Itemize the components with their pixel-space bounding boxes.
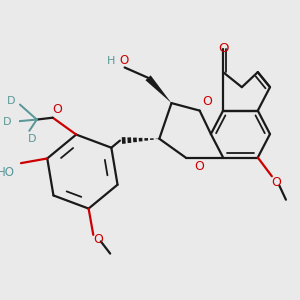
Text: D: D (7, 96, 16, 106)
Text: D: D (28, 134, 36, 144)
Text: O: O (52, 103, 62, 116)
Text: D: D (2, 117, 11, 128)
Text: O: O (272, 176, 281, 189)
Polygon shape (122, 137, 126, 144)
Polygon shape (139, 138, 142, 142)
Text: HO: HO (0, 166, 15, 179)
Text: O: O (218, 42, 228, 55)
Polygon shape (146, 75, 172, 103)
Text: O: O (119, 54, 128, 68)
Text: O: O (195, 160, 205, 173)
Text: O: O (202, 95, 212, 108)
Polygon shape (133, 137, 137, 142)
Polygon shape (144, 138, 148, 141)
Text: O: O (93, 233, 103, 246)
Polygon shape (128, 137, 131, 143)
Polygon shape (150, 138, 154, 140)
Text: H: H (107, 56, 115, 66)
